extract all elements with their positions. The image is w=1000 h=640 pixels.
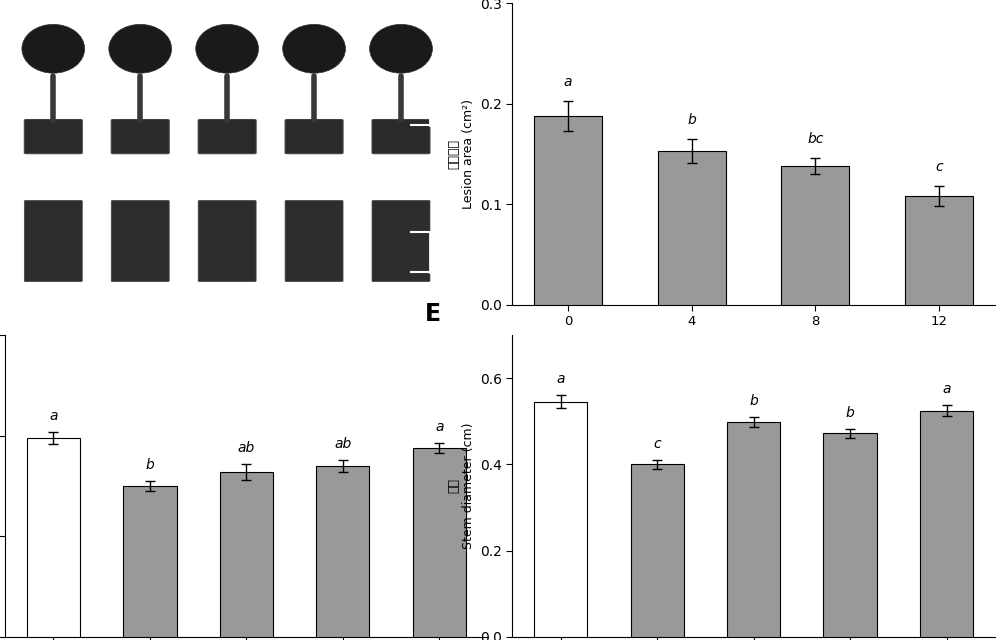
X-axis label: 处理浓度
Treatment concentration (mg/mL): 处理浓度 Treatment concentration (mg/mL): [0, 639, 1, 640]
Text: b: b: [749, 394, 758, 408]
Text: a: a: [435, 420, 444, 434]
Text: 8 mg/mL: 8 mg/mL: [291, 289, 337, 300]
Text: 4 mg/mL: 4 mg/mL: [204, 289, 250, 300]
FancyBboxPatch shape: [24, 200, 82, 282]
Text: b: b: [846, 406, 854, 420]
Text: a: a: [942, 382, 951, 396]
FancyBboxPatch shape: [285, 120, 343, 154]
Y-axis label: 病斑面积
Lesion area (cm²): 病斑面积 Lesion area (cm²): [447, 99, 475, 209]
Bar: [781, 166, 849, 305]
Ellipse shape: [22, 24, 85, 73]
FancyBboxPatch shape: [198, 120, 256, 154]
Ellipse shape: [109, 24, 172, 73]
Bar: [123, 486, 177, 637]
Ellipse shape: [196, 24, 259, 73]
Bar: [534, 402, 587, 637]
Text: 无菌水: 无菌水: [44, 289, 63, 300]
Bar: [534, 116, 602, 305]
Text: ab: ab: [238, 441, 255, 455]
Text: B: B: [15, 176, 34, 200]
Text: c: c: [653, 437, 661, 451]
Text: a: a: [49, 408, 58, 422]
Bar: [27, 438, 80, 637]
Text: Treatment concentration (mg/mL): Treatment concentration (mg/mL): [635, 365, 872, 378]
Text: 5 cm: 5 cm: [454, 96, 478, 106]
Text: b: b: [146, 458, 154, 472]
Bar: [920, 410, 973, 637]
Bar: [220, 472, 273, 637]
FancyBboxPatch shape: [198, 200, 256, 282]
FancyBboxPatch shape: [285, 200, 343, 282]
Text: 0.5 cm: 0.5 cm: [454, 246, 487, 257]
Y-axis label: 茎粗
Stem diameter (cm): 茎粗 Stem diameter (cm): [447, 422, 475, 549]
Text: 12 mg/mL: 12 mg/mL: [375, 289, 427, 300]
FancyBboxPatch shape: [111, 200, 169, 282]
Text: b: b: [687, 113, 696, 127]
Text: c: c: [935, 160, 943, 174]
Bar: [631, 465, 684, 637]
Text: bc: bc: [807, 132, 824, 146]
Bar: [823, 433, 877, 637]
Bar: [727, 422, 780, 637]
Bar: [413, 448, 466, 637]
Text: 0 mg/mL: 0 mg/mL: [117, 289, 163, 300]
Ellipse shape: [370, 24, 432, 73]
FancyBboxPatch shape: [24, 120, 82, 154]
Bar: [658, 151, 726, 305]
Text: ab: ab: [334, 436, 352, 451]
FancyBboxPatch shape: [111, 120, 169, 154]
Text: 处理浓度: 处理浓度: [739, 344, 769, 357]
Text: a: a: [564, 75, 572, 89]
X-axis label: 处理浓度
Treatment concentration (mg/mL): 处理浓度 Treatment concentration (mg/mL): [0, 639, 1, 640]
FancyBboxPatch shape: [372, 120, 430, 154]
X-axis label: 处理浓度
Treatment concentration (mg/mL): 处理浓度 Treatment concentration (mg/mL): [0, 639, 1, 640]
Bar: [905, 196, 973, 305]
Ellipse shape: [283, 24, 345, 73]
FancyBboxPatch shape: [372, 200, 430, 282]
Bar: [316, 466, 369, 637]
Text: a: a: [556, 372, 565, 387]
Text: A: A: [15, 8, 34, 32]
Text: E: E: [425, 302, 441, 326]
